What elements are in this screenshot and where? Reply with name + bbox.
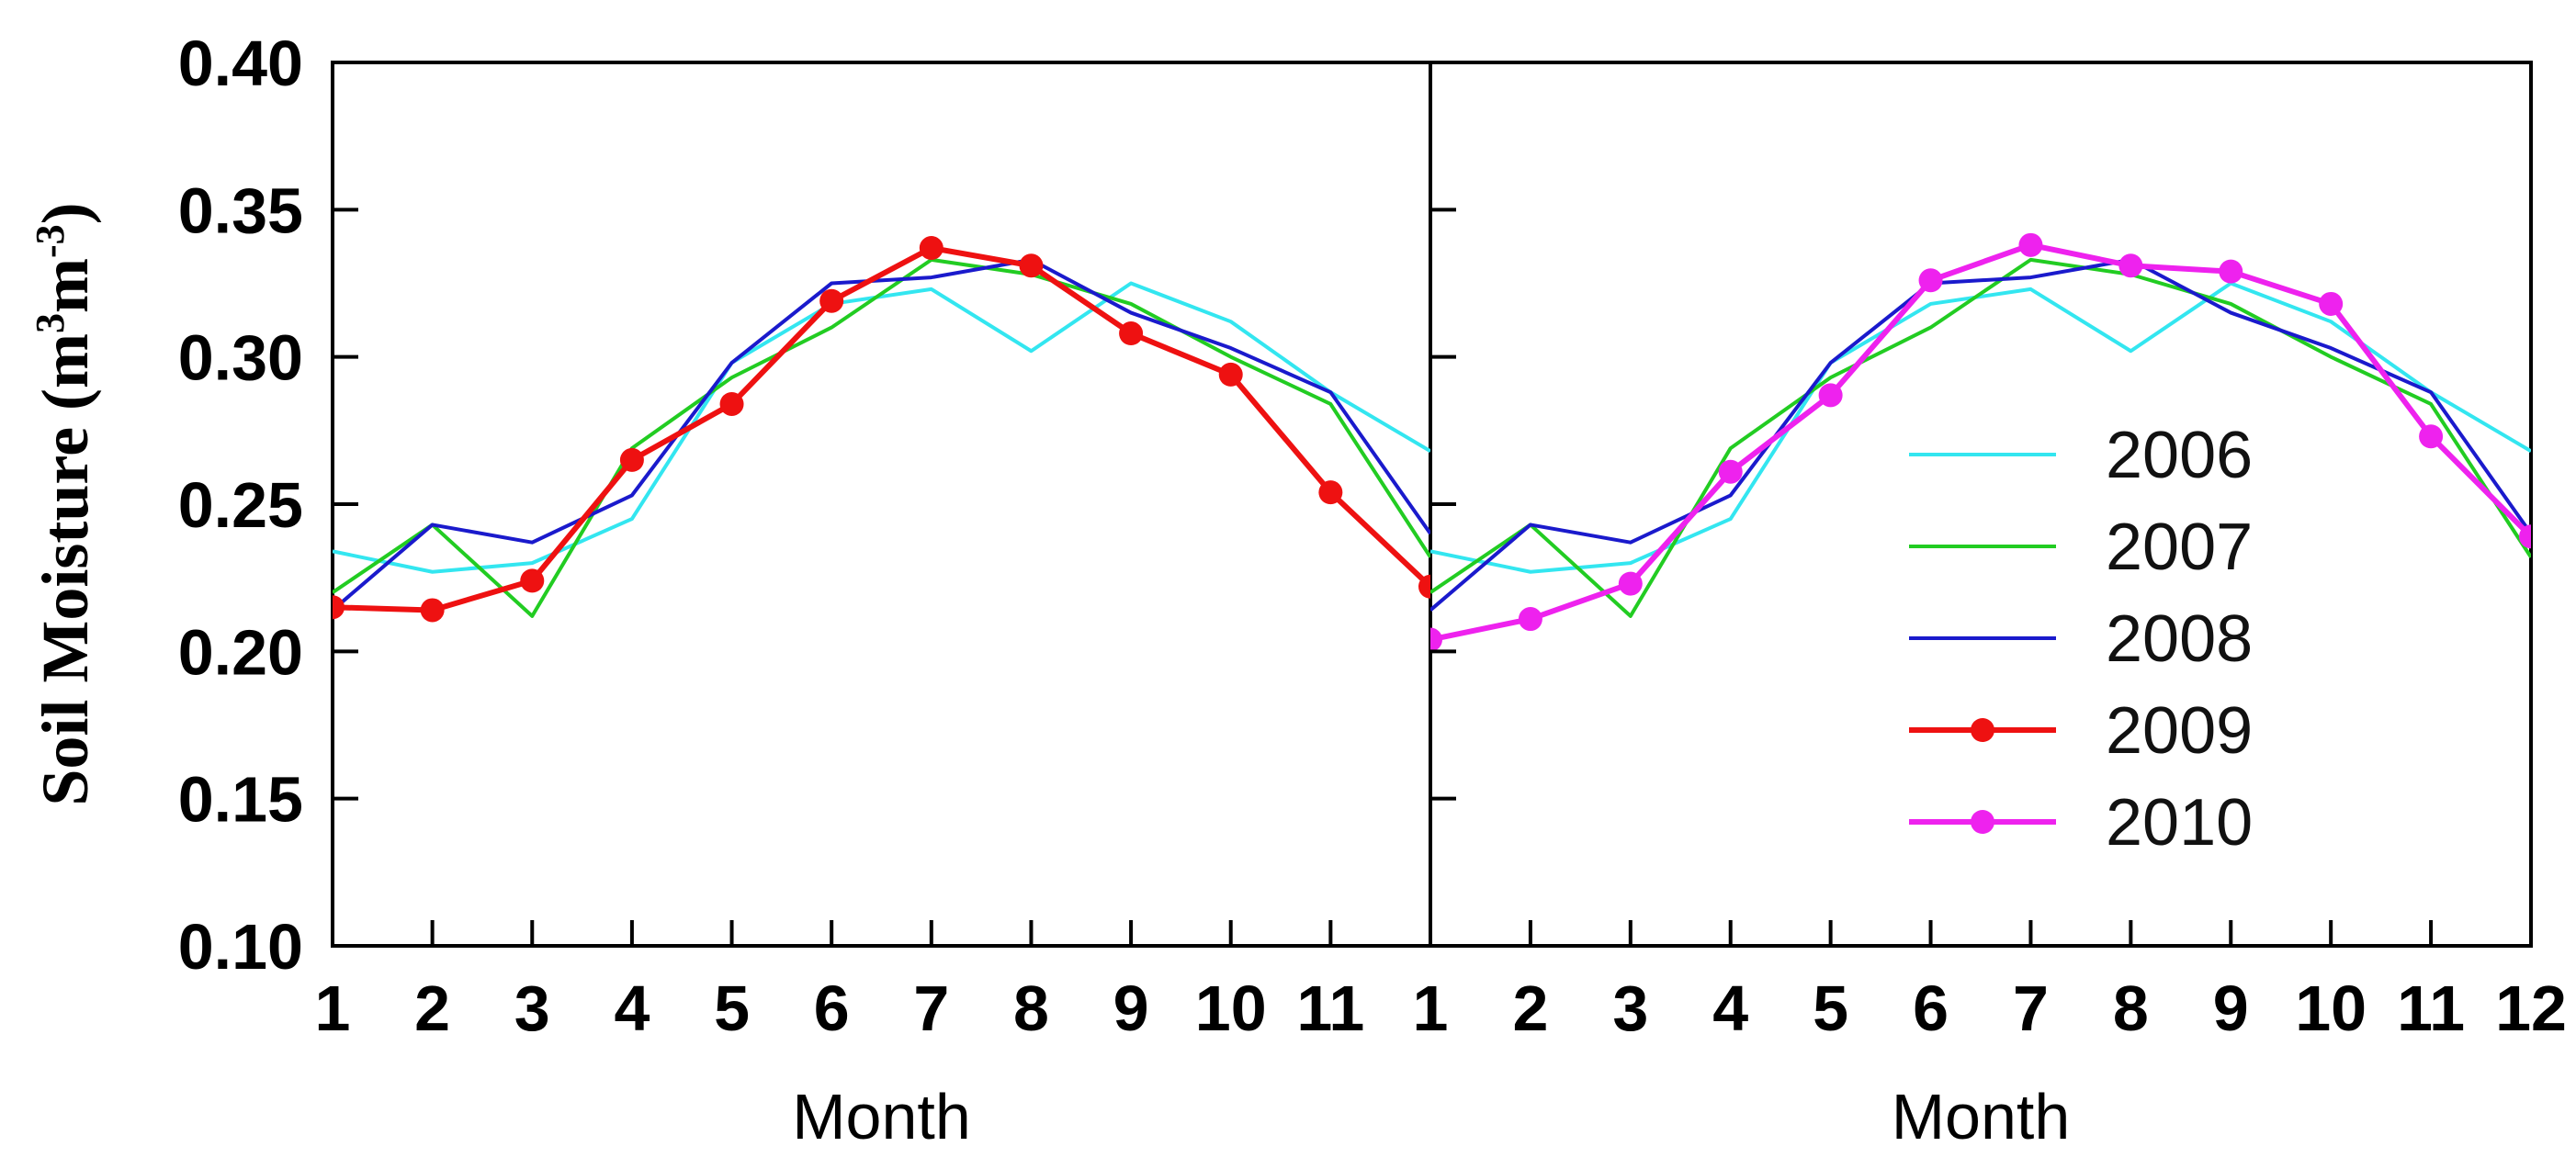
x-tick-label: 3	[514, 972, 550, 1044]
y-tick-label: 0.10	[178, 911, 303, 983]
data-point-2009	[333, 595, 345, 620]
data-point-2009	[1119, 321, 1144, 346]
x-tick-label: 3	[1612, 972, 1648, 1044]
y-tick-label: 0.15	[178, 764, 303, 836]
data-point-2009	[520, 568, 545, 593]
x-tick-label: 7	[913, 972, 949, 1044]
data-point-2010	[1818, 383, 1843, 408]
y-tick-label: 0.35	[178, 174, 303, 246]
x-tick-label: 9	[1113, 972, 1149, 1044]
series-line-2010	[1430, 242, 2531, 643]
x-axis-label-1: Month	[792, 1081, 971, 1152]
y-tick-label: 0.20	[178, 616, 303, 688]
x-tick-label: 11	[1296, 972, 1364, 1044]
data-point-2010	[2519, 524, 2531, 549]
series-line-2008	[1430, 257, 2531, 612]
series-line-2009	[333, 245, 1430, 613]
data-point-2009	[919, 236, 943, 261]
y-tick-label: 0.30	[178, 322, 303, 394]
y-axis-label-exp2: -3	[28, 224, 73, 258]
data-point-2010	[1718, 459, 1743, 484]
data-point-2009	[1418, 574, 1430, 599]
y-axis-label-close: )	[28, 202, 102, 224]
series-line-2006	[333, 281, 1430, 574]
y-axis-label-exp1: 3	[28, 313, 73, 333]
data-point-2010	[1518, 607, 1542, 632]
x-tick-label: 2	[414, 972, 450, 1044]
data-point-2010	[2219, 259, 2243, 284]
series-group-2	[1430, 232, 2531, 652]
series-line-2007	[333, 257, 1430, 618]
legend-label-2008: 2008	[2106, 602, 2253, 676]
x-tick-label: 1	[315, 972, 351, 1044]
data-point-2010	[2319, 291, 2344, 316]
data-point-2009	[1019, 253, 1044, 278]
x-tick-label: 8	[1013, 972, 1049, 1044]
x-axis-label-2: Month	[1892, 1081, 2071, 1152]
data-point-2010	[2018, 232, 2043, 257]
legend-label-2007: 2007	[2106, 511, 2253, 584]
x-tick-label: 11	[2397, 972, 2465, 1044]
series-line-2006	[1430, 281, 2531, 574]
x-tick-label: 4	[614, 972, 650, 1044]
plot-frame-1	[331, 61, 1432, 948]
legend-label-2010: 2010	[2106, 786, 2253, 860]
y-axis-label: Soil Moisture (m3m-3)	[28, 202, 102, 805]
data-point-2010	[1918, 268, 1943, 293]
x-tick-label: 8	[2113, 972, 2149, 1044]
data-point-2009	[719, 391, 744, 416]
y-tick-label: 0.25	[178, 469, 303, 541]
x-tick-label: 6	[1913, 972, 1949, 1044]
legend-marker-2009	[1971, 718, 1994, 742]
data-point-2010	[1618, 571, 1643, 596]
series-line-2007	[1430, 257, 2531, 618]
data-point-2009	[619, 447, 644, 472]
y-axis-label-text: Soil Moisture (m3m-3)	[28, 202, 102, 805]
data-point-2010	[2118, 253, 2143, 278]
x-tick-label: 12	[2495, 972, 2567, 1044]
legend-marker-2010	[1971, 810, 1994, 834]
series-group-1	[333, 236, 1430, 623]
x-tick-label: 1	[1413, 972, 1449, 1044]
data-point-2010	[1430, 627, 1442, 652]
x-tick-label: 7	[2013, 972, 2049, 1044]
y-axis-label-m2: m	[28, 258, 102, 313]
legend-label-2006: 2006	[2106, 419, 2253, 492]
y-tick-label: 0.40	[178, 28, 303, 99]
data-point-2009	[1318, 480, 1343, 505]
data-point-2010	[2419, 424, 2444, 449]
x-tick-label: 5	[1813, 972, 1848, 1044]
y-axis-label-main: Soil Moisture (m	[28, 333, 102, 806]
data-point-2009	[420, 598, 445, 623]
x-tick-label: 9	[2213, 972, 2249, 1044]
x-tick-label: 5	[714, 972, 750, 1044]
data-point-2009	[819, 288, 844, 313]
legend-label-2009: 2009	[2106, 694, 2253, 768]
series-line-2008	[333, 257, 1430, 612]
x-tick-label: 6	[814, 972, 850, 1044]
x-tick-label: 10	[1195, 972, 1267, 1044]
x-tick-label: 10	[2295, 972, 2367, 1044]
x-tick-label: 4	[1712, 972, 1748, 1044]
x-tick-label: 2	[1512, 972, 1548, 1044]
data-point-2009	[1218, 362, 1243, 387]
